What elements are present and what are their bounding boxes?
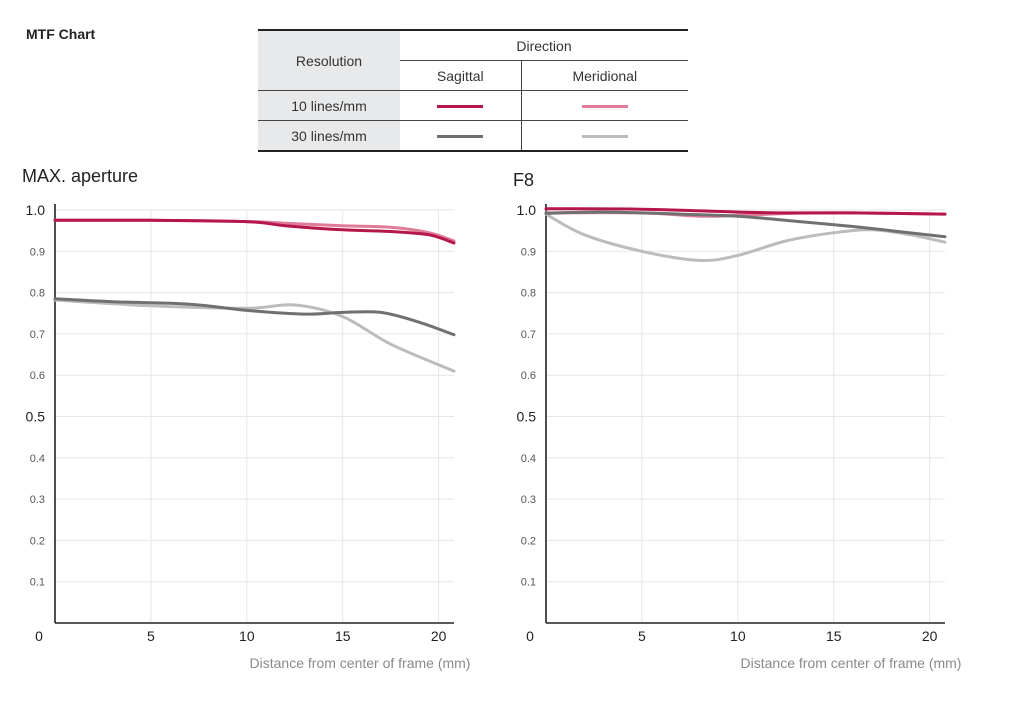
x-tick-label: 20 xyxy=(431,628,447,644)
y-tick-label: 0.6 xyxy=(30,370,45,382)
legend-cell-meridional-30 xyxy=(521,120,688,152)
y-tick-label: 0.2 xyxy=(521,535,536,547)
legend-row-10: 10 lines/mm xyxy=(258,90,688,121)
y-tick-label: 0.9 xyxy=(30,246,45,258)
y-tick-label: 0.4 xyxy=(521,453,536,465)
chart-title: F8 xyxy=(513,170,534,190)
swatch-meridional-10 xyxy=(581,105,628,109)
direction-header: Direction xyxy=(400,29,688,61)
y-tick-label: 0.1 xyxy=(30,577,45,589)
legend-row-30: 30 lines/mm xyxy=(258,120,688,152)
y-tick-label: 0.1 xyxy=(521,577,536,589)
legend-header-row: Resolution Direction xyxy=(258,29,688,91)
y-tick-label: 0.7 xyxy=(521,329,536,341)
legend-row-label: 30 lines/mm xyxy=(258,120,400,152)
y-tick-label: 1.0 xyxy=(517,202,537,218)
resolution-header: Resolution xyxy=(258,29,400,91)
series-line-s30 xyxy=(53,297,456,337)
sagittal-header: Sagittal xyxy=(400,60,522,91)
swatch-sagittal-30 xyxy=(437,135,484,139)
y-tick-label: 0.8 xyxy=(30,288,45,300)
y-tick-label: 0.8 xyxy=(521,288,536,300)
x-tick-label: 20 xyxy=(922,628,938,644)
chart-panel-1: F8 0.1 0.2 0.3 0.4 0.5 0.6 0.7 0.8 0.9 1.0 0 5 10 15 20… xyxy=(513,170,961,671)
y-tick-label: 0.7 xyxy=(30,329,45,341)
chart-title: MAX. aperture xyxy=(22,166,138,186)
series-line-s30 xyxy=(544,210,947,239)
y-tick-label: 0.6 xyxy=(521,370,536,382)
x-tick-label: 10 xyxy=(239,628,255,644)
legend-cell-sagittal-10 xyxy=(400,90,522,121)
legend-subheader-row: Sagittal Meridional xyxy=(258,60,688,91)
y-tick-label: 0.3 xyxy=(30,494,45,506)
legend-row-label: 10 lines/mm xyxy=(258,90,400,121)
legend-table: Resolution Direction Sagittal Meridional… xyxy=(258,29,688,152)
swatch-sagittal-10 xyxy=(437,105,484,109)
series-line-s10 xyxy=(53,218,456,245)
legend-cell-meridional-10 xyxy=(521,90,688,121)
chart-panel-0: MAX. aperture 0.1 0.2 0.3 0.4 0.5 0.6 0.7 0.8 0.9… xyxy=(22,166,470,671)
series-line-m30 xyxy=(53,298,456,373)
x-axis-label: Distance from center of frame (mm) xyxy=(741,655,962,671)
series-line-s10 xyxy=(544,207,947,216)
x-tick-label: 5 xyxy=(147,628,155,644)
y-tick-label: 0.5 xyxy=(517,409,537,425)
y-tick-label: 0.2 xyxy=(30,535,45,547)
y-tick-label: 0.9 xyxy=(521,246,536,258)
meridional-header: Meridional xyxy=(521,60,688,91)
legend-cell-sagittal-30 xyxy=(400,120,522,152)
x-tick-label: 10 xyxy=(730,628,746,644)
y-tick-label: 0.4 xyxy=(30,453,45,465)
y-tick-label: 1.0 xyxy=(26,202,46,218)
swatch-meridional-30 xyxy=(581,135,628,139)
y-tick-label: 0.5 xyxy=(26,409,46,425)
x-tick-label: 0 xyxy=(35,628,43,644)
x-tick-label: 15 xyxy=(826,628,842,644)
page-title: MTF Chart xyxy=(26,26,96,42)
x-tick-label: 5 xyxy=(638,628,646,644)
series-line-m30 xyxy=(544,212,947,263)
x-tick-label: 15 xyxy=(335,628,351,644)
x-tick-label: 0 xyxy=(526,628,534,644)
x-axis-label: Distance from center of frame (mm) xyxy=(250,655,471,671)
y-tick-label: 0.3 xyxy=(521,494,536,506)
